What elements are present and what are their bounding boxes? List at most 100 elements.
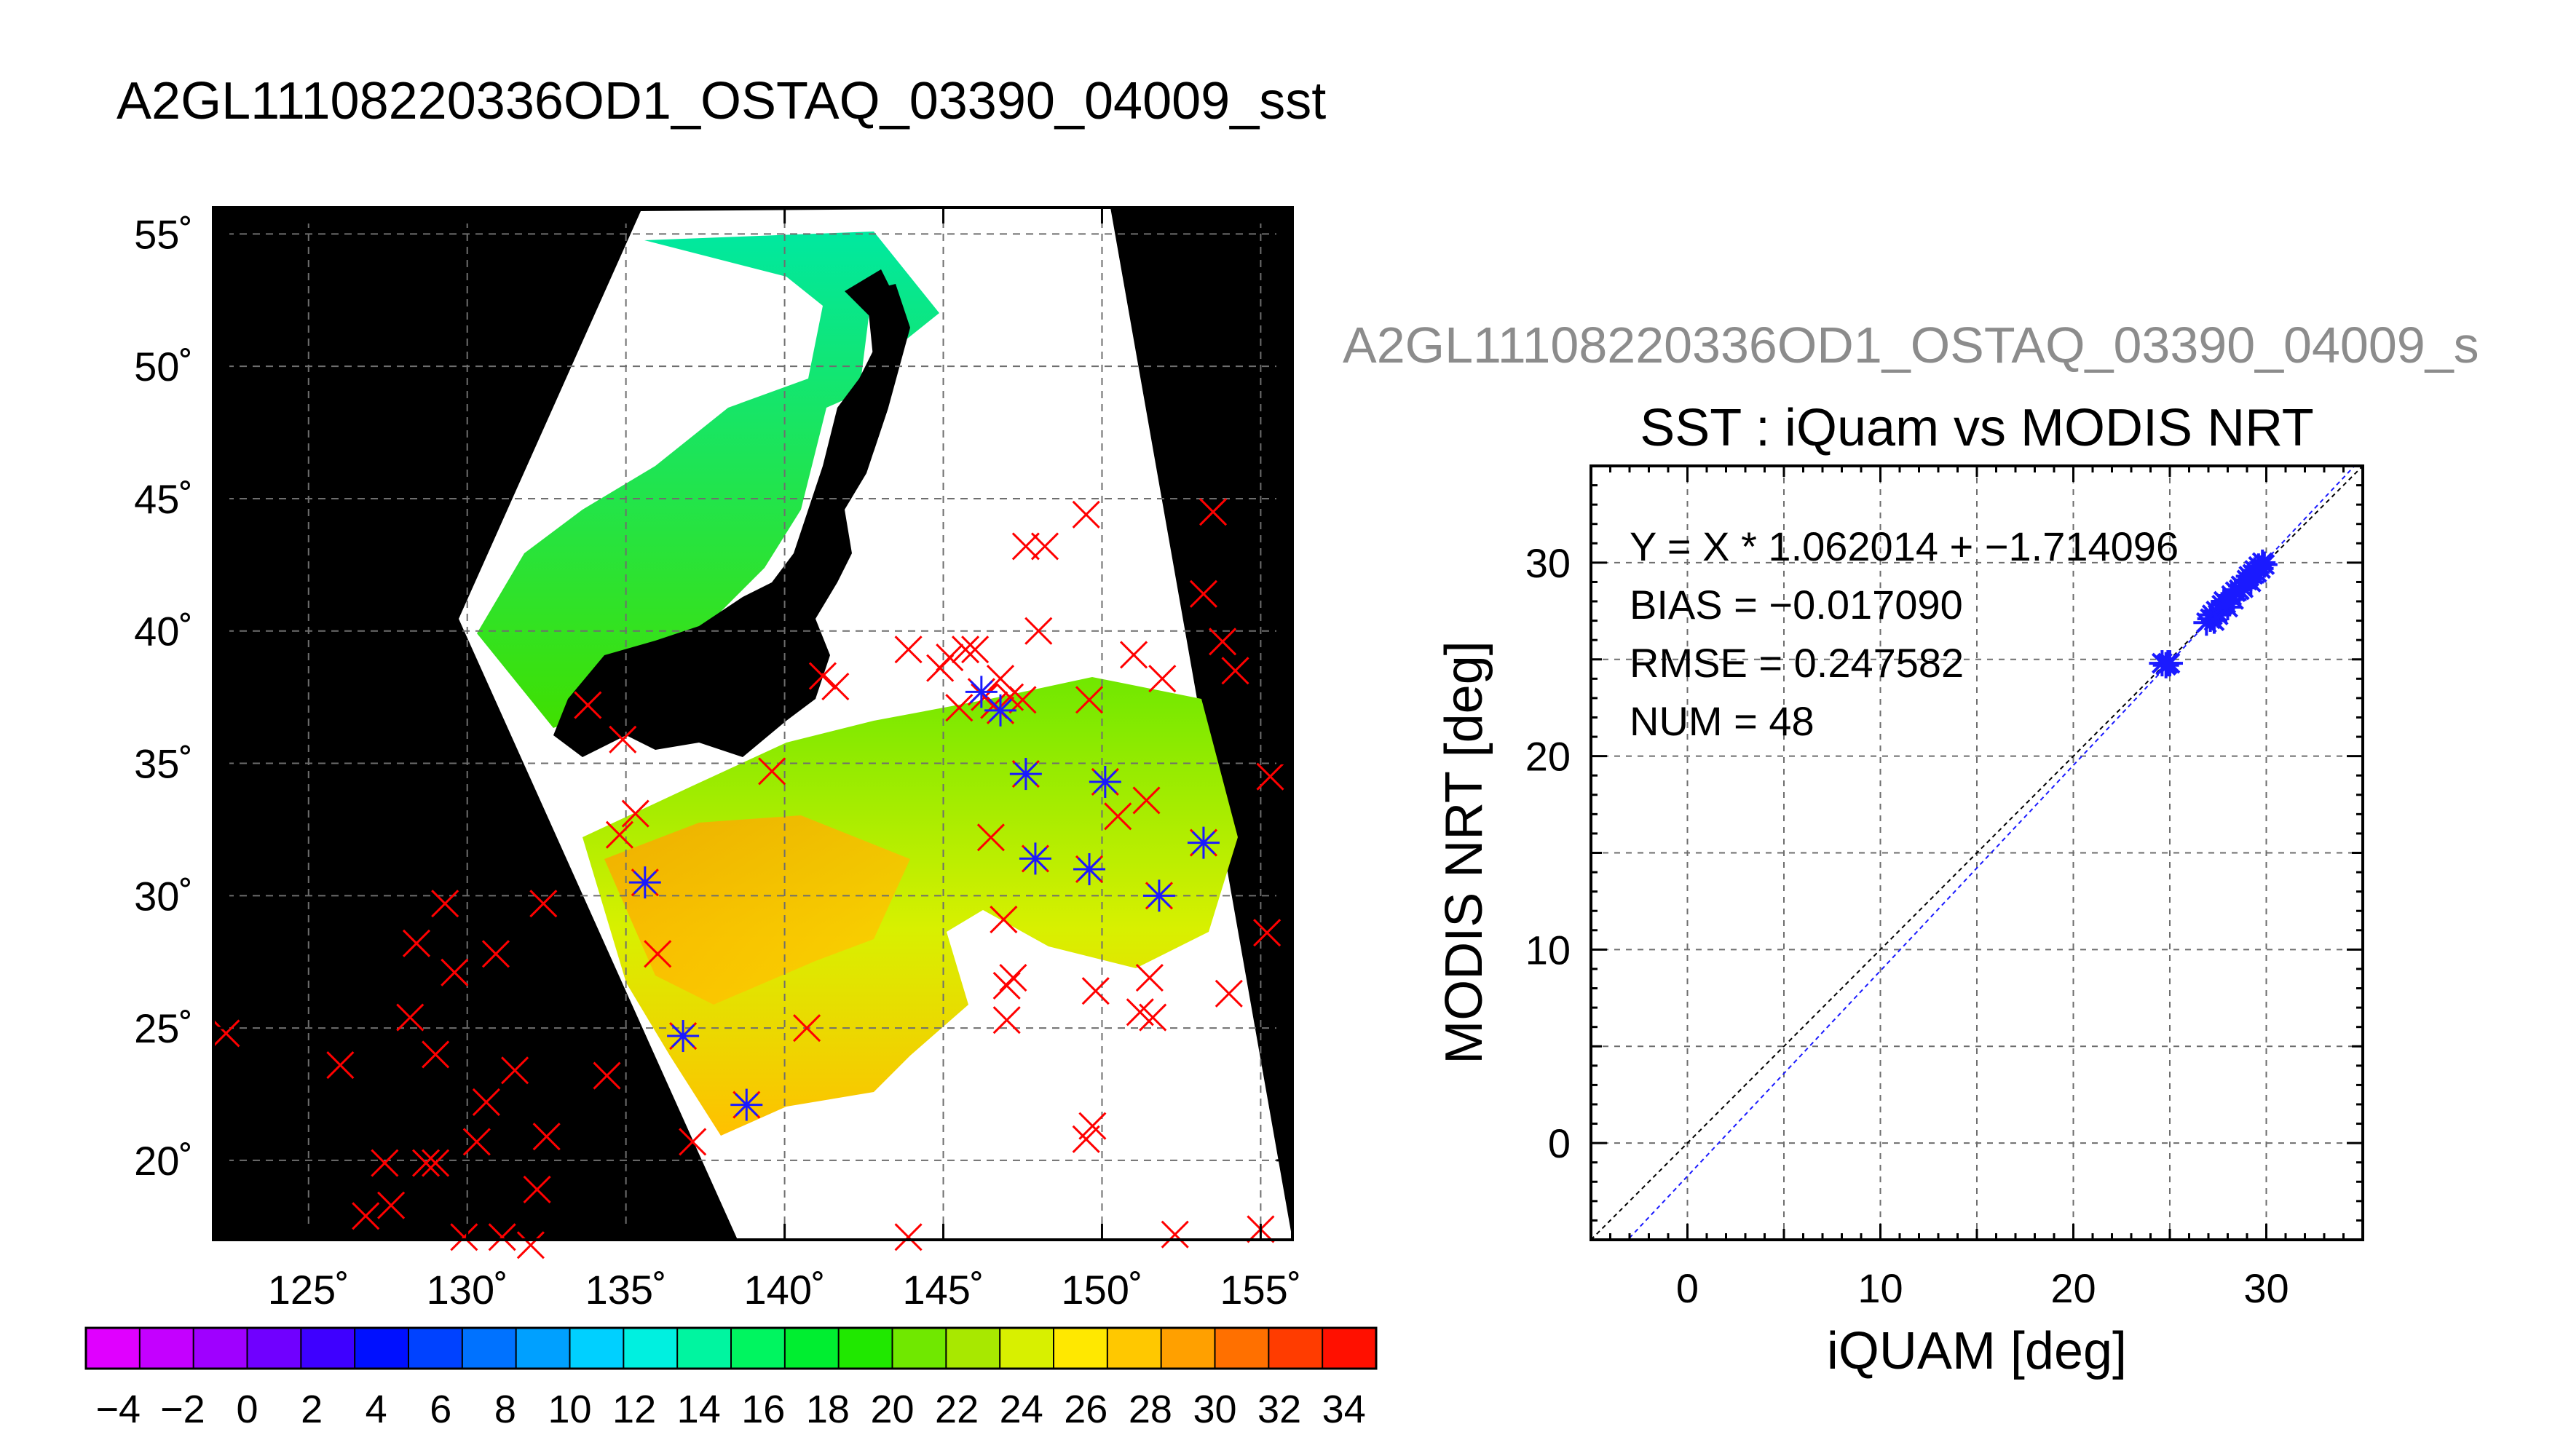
lon-tick-label: 125˚ bbox=[268, 1267, 350, 1313]
matched-marker bbox=[628, 866, 661, 899]
unmatched-marker bbox=[1119, 641, 1148, 669]
unmatched-marker bbox=[1253, 919, 1282, 947]
colorbar-tick-label: 16 bbox=[741, 1388, 785, 1431]
unmatched-marker bbox=[396, 1003, 424, 1032]
colorbar-frame bbox=[84, 1326, 1378, 1370]
x-tick-label: 0 bbox=[1676, 1265, 1699, 1311]
colorbar-tick-label: −2 bbox=[160, 1388, 205, 1431]
lat-tick-label: 20˚ bbox=[134, 1138, 193, 1184]
colorbar-segment bbox=[838, 1328, 893, 1369]
colorbar-segment bbox=[247, 1328, 301, 1369]
unmatched-marker bbox=[1075, 686, 1104, 714]
colorbar-tick-label: 4 bbox=[366, 1388, 387, 1431]
unmatched-marker bbox=[1132, 786, 1161, 815]
matched-marker bbox=[965, 676, 998, 708]
lat-tick-label: 50˚ bbox=[134, 344, 193, 389]
unmatched-marker bbox=[976, 823, 1005, 852]
colorbar-segment bbox=[1000, 1328, 1054, 1369]
colorbar-segment bbox=[1054, 1328, 1108, 1369]
rmse-label: RMSE = 0.247582 bbox=[1630, 640, 1964, 686]
sst-map-chart: 125˚ 130˚ 135˚ 140˚ 145˚ 150˚ 155˚ 20˚ 25˚ 30˚ 35˚… bbox=[84, 206, 1378, 1431]
colorbar-segment bbox=[1107, 1328, 1162, 1369]
colorbar-segment bbox=[139, 1328, 194, 1369]
unmatched-marker bbox=[481, 940, 510, 968]
unmatched-marker bbox=[1030, 532, 1059, 561]
unmatched-marker bbox=[609, 725, 637, 753]
unmatched-marker bbox=[1161, 1220, 1189, 1249]
colorbar-tick-label: −4 bbox=[96, 1388, 141, 1431]
unmatched-marker bbox=[516, 1231, 545, 1259]
matched-marker bbox=[1187, 826, 1220, 859]
y-axis-label: MODIS NRT [deg] bbox=[1435, 641, 1493, 1064]
matched-marker bbox=[984, 694, 1016, 727]
unmatched-marker bbox=[945, 694, 974, 722]
colorbar-segment bbox=[1215, 1328, 1269, 1369]
unmatched-marker bbox=[644, 940, 672, 968]
scatter-chart: 0 10 20 30 0 10 20 30 Y = X * 1.062014 + −1.714… bbox=[1435, 399, 2364, 1380]
unmatched-marker bbox=[532, 1123, 561, 1151]
lon-tick-label: 150˚ bbox=[1061, 1267, 1142, 1313]
colorbar-segment bbox=[516, 1328, 570, 1369]
matched-marker bbox=[1073, 852, 1106, 885]
unmatched-marker bbox=[999, 963, 1027, 992]
lat-tick-label: 25˚ bbox=[134, 1005, 193, 1051]
colorbar-segment bbox=[1268, 1328, 1323, 1369]
colorbar-segment bbox=[946, 1328, 1000, 1369]
colorbar-segment bbox=[408, 1328, 463, 1369]
colorbar-tick-label: 28 bbox=[1129, 1388, 1172, 1431]
unmatched-marker bbox=[1011, 532, 1040, 561]
y-tick-label: 30 bbox=[1525, 540, 1571, 586]
colorbar-segment bbox=[784, 1328, 840, 1369]
scatter-point bbox=[2251, 551, 2278, 578]
unmatched-marker bbox=[212, 1019, 240, 1048]
colorbar-tick-label: 30 bbox=[1193, 1388, 1236, 1431]
matched-marker bbox=[667, 1020, 700, 1053]
matched-markers bbox=[628, 676, 1220, 1121]
unmatched-marker bbox=[1256, 762, 1284, 791]
unmatched-marker bbox=[1072, 500, 1100, 529]
unmatched-marker bbox=[472, 1088, 500, 1116]
x-tick-label: 30 bbox=[2243, 1265, 2289, 1311]
colorbar-tick-label: 18 bbox=[806, 1388, 850, 1431]
lon-tick-label: 145˚ bbox=[902, 1267, 984, 1313]
unmatched-marker bbox=[990, 905, 1018, 934]
unmatched-marker bbox=[992, 971, 1021, 1000]
unmatched-marker bbox=[936, 644, 964, 672]
x-tick-label: 20 bbox=[2050, 1265, 2096, 1311]
num-label: NUM = 48 bbox=[1630, 698, 1814, 744]
matched-marker bbox=[730, 1088, 763, 1121]
scatter-subtitle: A2GL11108220336OD1_OSTAQ_03390_04009_s bbox=[1343, 317, 2479, 373]
colorbar-segment bbox=[569, 1328, 624, 1369]
unmatched-marker bbox=[808, 662, 837, 690]
x-axis-label: iQUAM [deg] bbox=[1827, 1322, 2127, 1380]
scatter-point bbox=[2157, 650, 2183, 677]
unmatched-marker bbox=[326, 1051, 355, 1080]
colorbar-segment bbox=[1322, 1328, 1377, 1369]
colorbar-tick-label: 8 bbox=[494, 1388, 516, 1431]
unmatched-marker bbox=[1072, 1125, 1100, 1153]
unmatched-marker bbox=[377, 1191, 406, 1219]
unmatched-marker bbox=[621, 799, 649, 828]
colorbar-segment bbox=[462, 1328, 517, 1369]
scatter-grid bbox=[1591, 466, 2363, 1240]
unmatched-marker bbox=[422, 1040, 450, 1069]
colorbar-tick-label: 0 bbox=[236, 1388, 258, 1431]
unmatched-markers bbox=[212, 498, 1284, 1259]
colorbar: −4 −2 0 2 4 6 8 10 12 14 16 18 20 22 24 26 28 30 32 34 bbox=[84, 1326, 1378, 1431]
x-tick-label: 10 bbox=[1857, 1265, 1903, 1311]
unmatched-marker bbox=[462, 1128, 491, 1156]
matched-marker bbox=[1142, 879, 1175, 912]
unmatched-marker bbox=[1148, 665, 1177, 693]
unmatched-marker bbox=[1198, 498, 1228, 526]
sst-field-south bbox=[583, 677, 1238, 1136]
fit-equation: Y = X * 1.062014 + −1.714096 bbox=[1630, 523, 2179, 569]
unmatched-marker bbox=[1104, 802, 1132, 831]
colorbar-tick-label: 34 bbox=[1322, 1388, 1366, 1431]
unmatched-marker bbox=[1189, 579, 1218, 608]
unmatched-marker bbox=[488, 1223, 516, 1251]
unmatched-marker bbox=[951, 636, 980, 664]
matched-marker bbox=[1009, 758, 1042, 791]
unmatched-marker bbox=[1139, 1003, 1167, 1032]
colorbar-tick-label: 6 bbox=[430, 1388, 451, 1431]
unmatched-marker bbox=[1024, 617, 1053, 645]
